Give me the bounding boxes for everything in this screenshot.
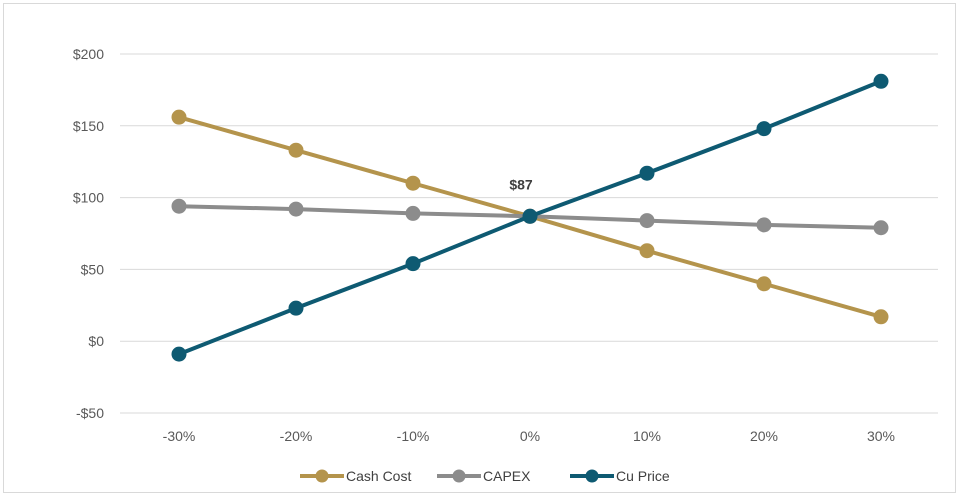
data-point xyxy=(288,201,304,217)
data-point xyxy=(288,142,304,158)
y-tick-label: -$50 xyxy=(76,405,104,421)
x-tick-label: -30% xyxy=(163,428,196,444)
series-cu-price xyxy=(171,73,889,362)
data-point xyxy=(639,243,655,259)
y-tick-label: $100 xyxy=(73,190,104,206)
data-point xyxy=(756,217,772,233)
data-point xyxy=(288,300,304,316)
data-point xyxy=(639,213,655,229)
data-point xyxy=(873,309,889,325)
data-point xyxy=(639,165,655,181)
data-point xyxy=(756,276,772,292)
data-point xyxy=(522,208,538,224)
legend: Cash Cost CAPEX Cu Price xyxy=(300,468,670,484)
y-tick-label: $150 xyxy=(73,118,104,134)
x-tick-label: -10% xyxy=(397,428,430,444)
legend-marker xyxy=(315,469,329,483)
legend-marker xyxy=(585,469,599,483)
data-point xyxy=(405,205,421,221)
x-axis-ticks: -30% -20% -10% 0% 10% 20% 30% xyxy=(163,428,895,444)
annotation-layer: $87 xyxy=(509,176,533,192)
legend-label: Cu Price xyxy=(616,468,670,484)
legend-item: CAPEX xyxy=(437,468,531,484)
data-point xyxy=(756,121,772,137)
y-tick-label: $0 xyxy=(88,333,104,349)
data-point xyxy=(405,175,421,191)
legend-item: Cu Price xyxy=(570,468,670,484)
series-layer xyxy=(171,73,889,362)
x-tick-label: -20% xyxy=(280,428,313,444)
y-axis-ticks: -$50 $0 $50 $100 $150 $200 xyxy=(73,46,104,421)
y-tick-label: $200 xyxy=(73,46,104,62)
y-tick-label: $50 xyxy=(81,261,105,277)
data-point xyxy=(171,346,187,362)
data-point xyxy=(171,198,187,214)
data-point xyxy=(171,109,187,125)
data-point xyxy=(405,256,421,272)
x-tick-label: 20% xyxy=(750,428,778,444)
legend-label: CAPEX xyxy=(483,468,531,484)
x-tick-label: 0% xyxy=(520,428,540,444)
x-tick-label: 10% xyxy=(633,428,661,444)
chart-frame xyxy=(3,3,956,493)
x-tick-label: 30% xyxy=(867,428,895,444)
data-point xyxy=(873,73,889,89)
annotation-label: $87 xyxy=(509,176,533,192)
legend-marker xyxy=(452,469,466,483)
data-point xyxy=(873,220,889,236)
legend-label: Cash Cost xyxy=(346,468,411,484)
grid-layer xyxy=(120,53,938,414)
legend-item: Cash Cost xyxy=(300,468,411,484)
